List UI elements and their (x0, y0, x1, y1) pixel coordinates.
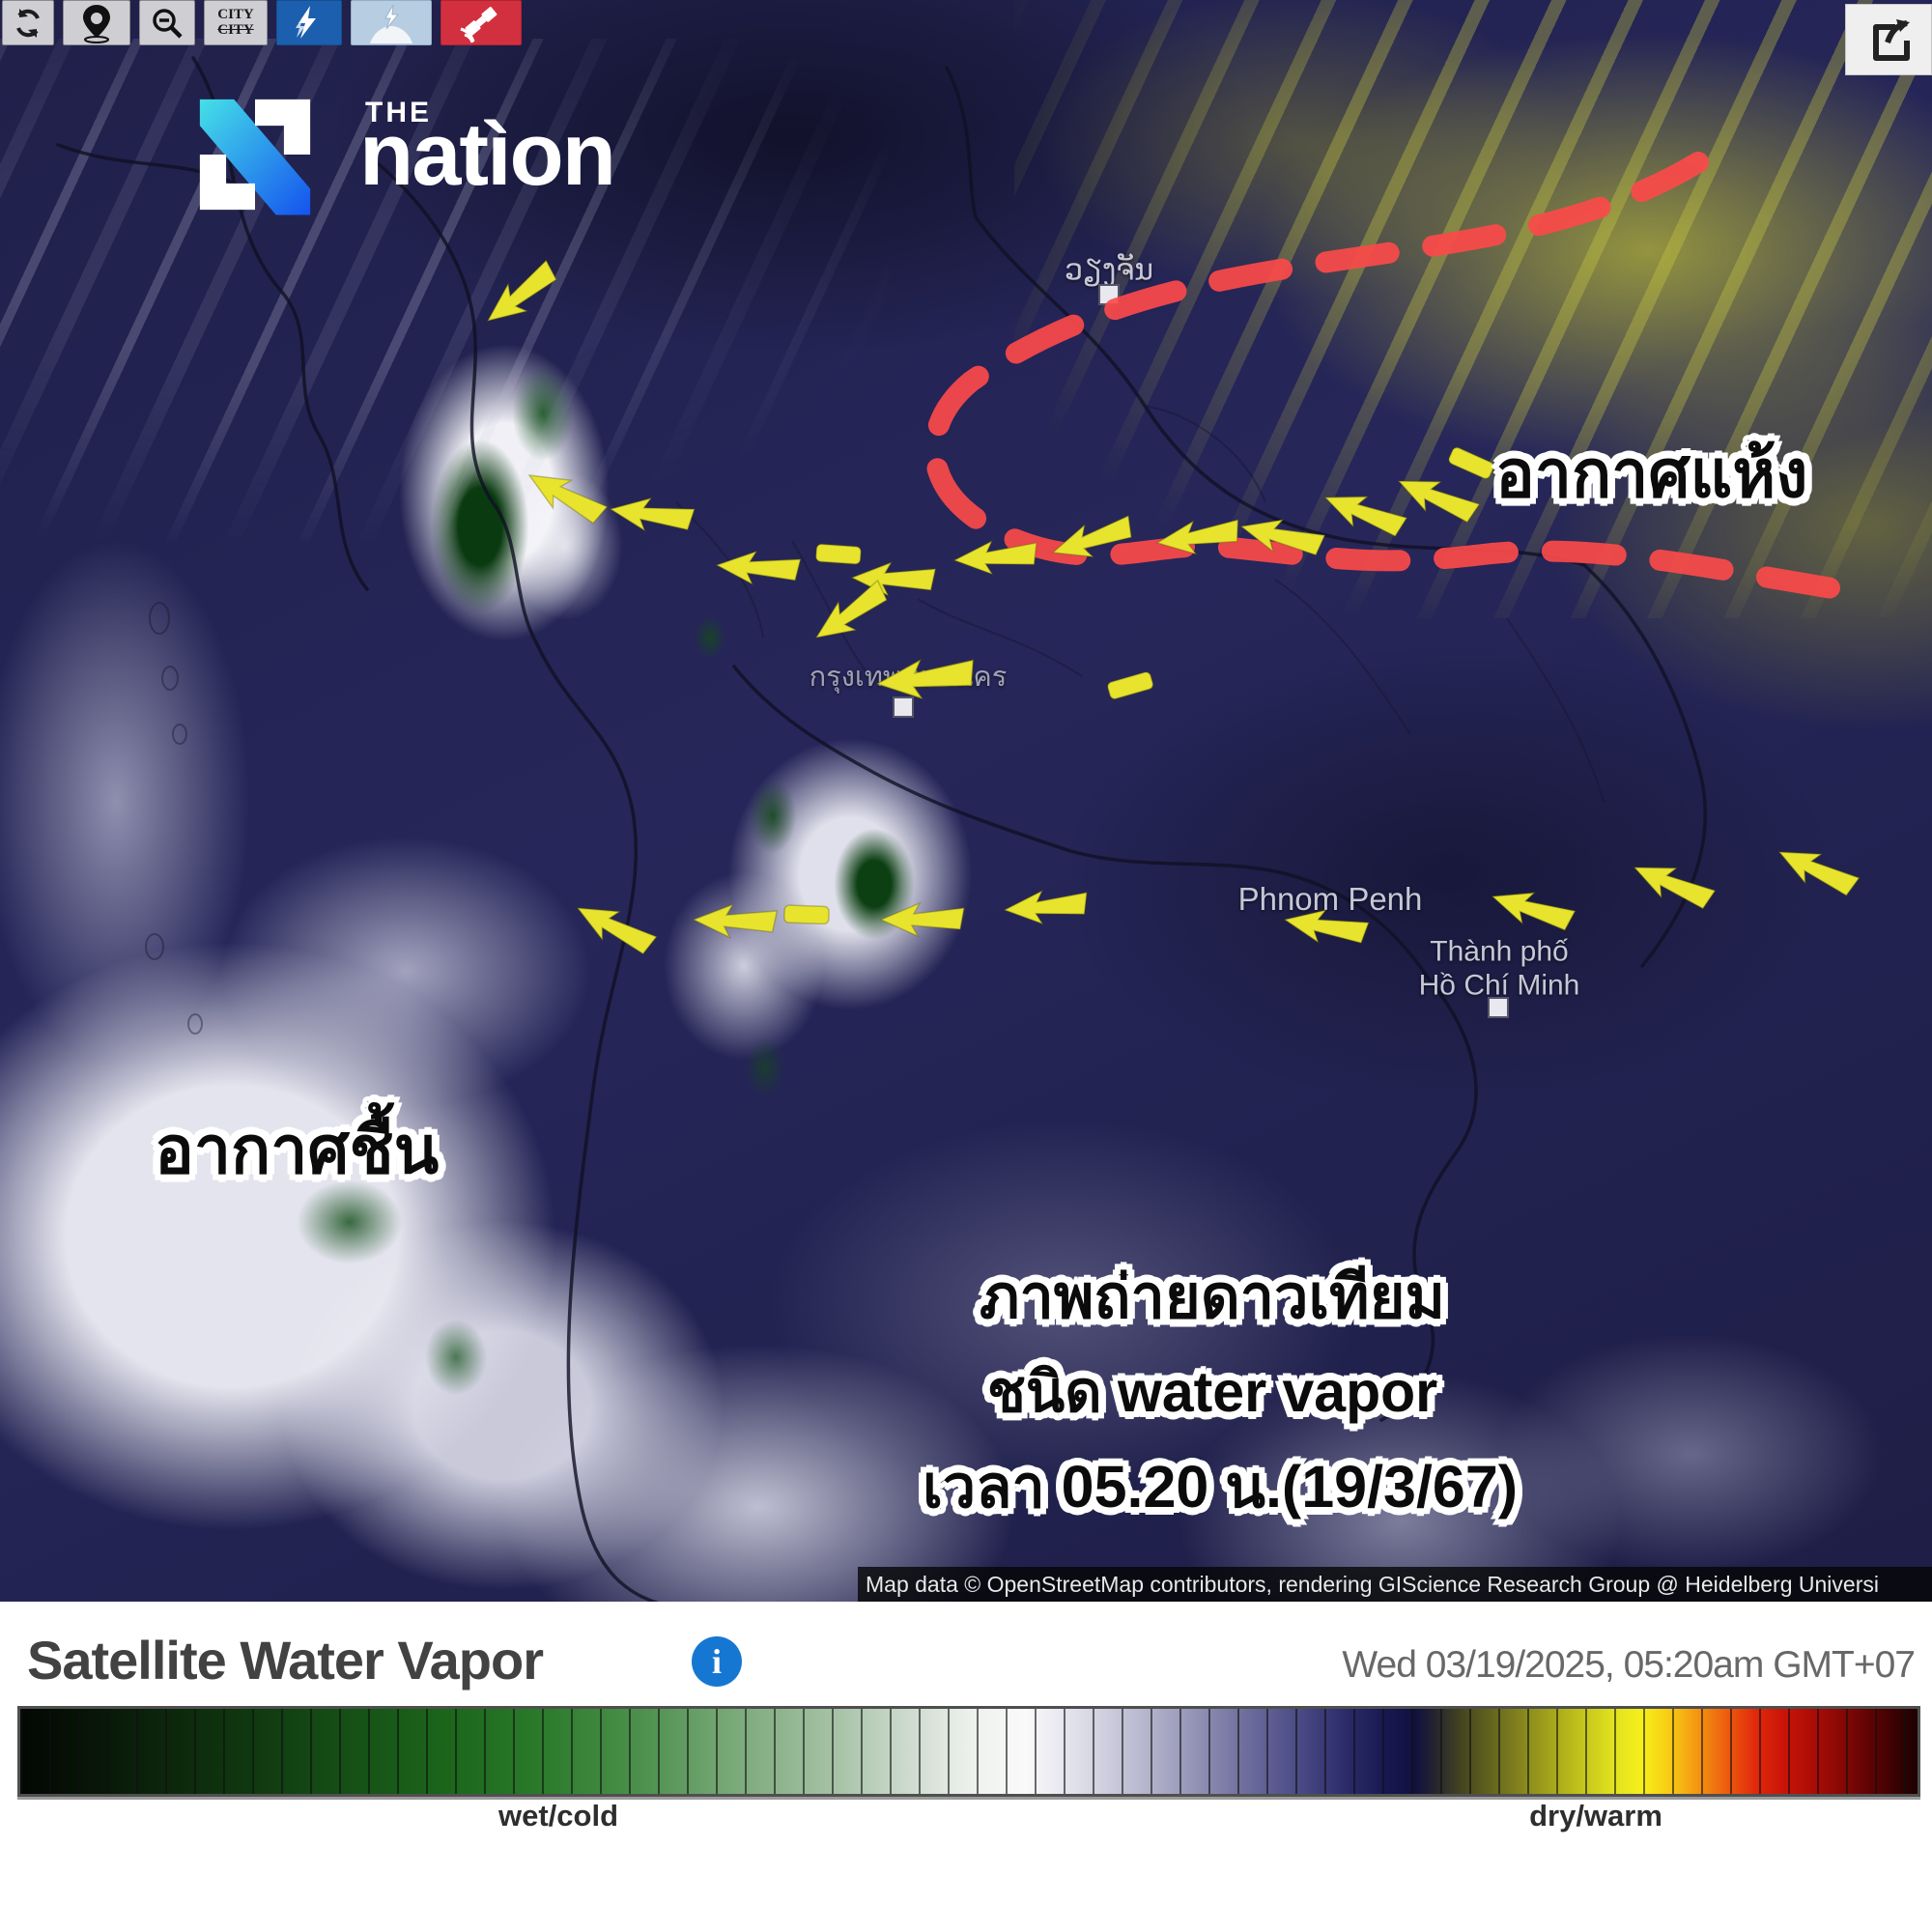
info-icon[interactable]: i (692, 1636, 742, 1687)
zoom-out-button[interactable] (139, 0, 195, 45)
nation-logo: THE natìon (189, 89, 616, 220)
annotation-moist-air: อากาศชื้น (155, 1114, 440, 1187)
storm-icon (370, 4, 412, 43)
city-label-ho-chi-minh: Thành phố Hồ Chí Minh (1418, 935, 1580, 1002)
dry-air-streaks (1014, 0, 1932, 618)
city-marker-bangkok (893, 696, 914, 718)
legend-timestamp: Wed 03/19/2025, 05:20am GMT+07 (1342, 1644, 1916, 1686)
weather-annotation-layer (476, 152, 1873, 963)
caption-line2: ชนิด water vapor (986, 1360, 1438, 1425)
lightning-layer-button[interactable] (276, 0, 342, 45)
refresh-icon (16, 8, 40, 38)
wind-arrows (476, 255, 1862, 963)
logo-the-text: THE (365, 97, 432, 128)
city-label-vientiane: ວຽງຈັນ (1065, 254, 1153, 287)
legend-title: Satellite Water Vapor (27, 1630, 544, 1690)
share-button[interactable] (1845, 4, 1932, 75)
map-caption: ภาพถ่ายดาวเทียม ชนิด water vapor เวลา 05… (923, 1248, 1519, 1534)
city-label-phnom-penh: Phnom Penh (1237, 881, 1423, 917)
colorbar (17, 1706, 1920, 1797)
map-attribution: Map data © OpenStreetMap contributors, r… (858, 1567, 1932, 1602)
logo-nation-text: natìon (359, 105, 616, 204)
moist-cloud-streaks (0, 39, 889, 541)
caption-line1: ภาพถ่ายดาวเทียม (979, 1264, 1446, 1331)
map-viewport[interactable]: ວຽງຈັນ กรุงเทพมหานคร Phnom Penh Thành ph… (0, 0, 1932, 1602)
satellite-layer-button[interactable] (440, 0, 522, 45)
storm-layer-button[interactable] (351, 0, 432, 45)
city-labels-button[interactable]: CITY CITY (204, 0, 268, 45)
colorbar-cell-dividers (20, 1709, 1918, 1794)
map-borders-layer (56, 56, 1708, 1602)
location-pin-icon (83, 4, 110, 43)
share-icon (1873, 19, 1910, 61)
city-marker-ho-chi-minh (1488, 997, 1509, 1018)
colorbar-wet-label: wet/cold (497, 1799, 619, 1833)
refresh-button[interactable] (2, 0, 54, 45)
caption-line3: เวลา 05.20 น.(19/3/67) (923, 1453, 1519, 1520)
colorbar-dry-label: dry/warm (1529, 1799, 1662, 1833)
lightning-icon (296, 5, 316, 39)
locate-button[interactable] (63, 0, 130, 45)
map-toolbar: CITY CITY (2, 0, 522, 45)
city-labels-icon: CITY CITY (217, 7, 254, 38)
zoom-out-icon (153, 8, 183, 39)
annotation-dry-air: อากาศแห้ง (1495, 438, 1808, 511)
legend-panel: Satellite Water Vapor i Wed 03/19/2025, … (0, 1602, 1932, 1932)
satellite-icon (460, 6, 497, 43)
nation-logo-icon (199, 99, 311, 215)
